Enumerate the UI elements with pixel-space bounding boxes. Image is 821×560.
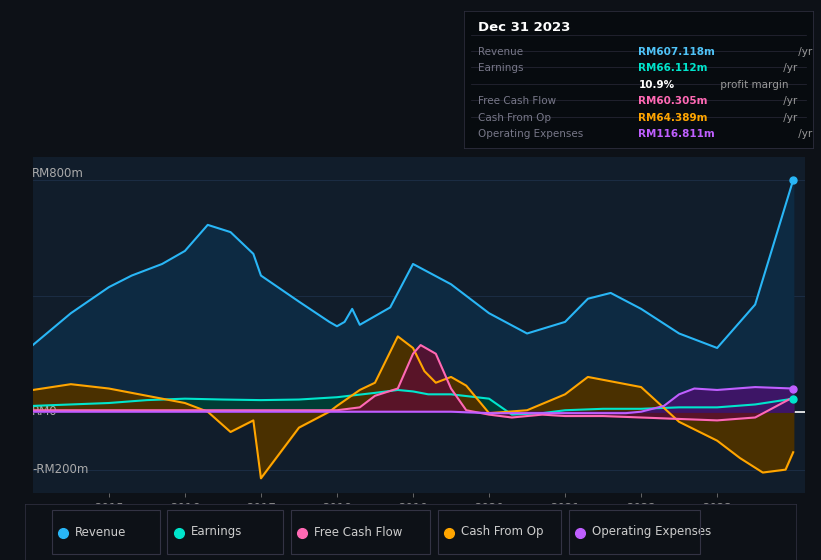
Text: RM66.112m: RM66.112m: [639, 63, 708, 73]
Text: /yr: /yr: [780, 96, 797, 106]
Text: /yr: /yr: [796, 47, 813, 57]
Text: Free Cash Flow: Free Cash Flow: [314, 525, 402, 539]
Text: Free Cash Flow: Free Cash Flow: [478, 96, 556, 106]
Text: RM0: RM0: [32, 405, 57, 418]
Text: -RM200m: -RM200m: [32, 463, 89, 476]
Text: RM116.811m: RM116.811m: [639, 129, 715, 139]
Text: profit margin: profit margin: [717, 80, 788, 90]
Text: Dec 31 2023: Dec 31 2023: [478, 21, 571, 34]
Text: Cash From Op: Cash From Op: [478, 113, 551, 123]
Text: Revenue: Revenue: [75, 525, 126, 539]
Text: /yr: /yr: [796, 129, 813, 139]
Text: Operating Expenses: Operating Expenses: [592, 525, 711, 539]
Text: Operating Expenses: Operating Expenses: [478, 129, 583, 139]
Text: /yr: /yr: [780, 63, 797, 73]
Text: RM607.118m: RM607.118m: [639, 47, 715, 57]
Text: RM800m: RM800m: [32, 167, 84, 180]
Text: 10.9%: 10.9%: [639, 80, 675, 90]
Text: RM60.305m: RM60.305m: [639, 96, 708, 106]
Text: Cash From Op: Cash From Op: [461, 525, 544, 539]
Text: /yr: /yr: [780, 113, 797, 123]
Text: Earnings: Earnings: [478, 63, 523, 73]
Text: RM64.389m: RM64.389m: [639, 113, 708, 123]
Text: Earnings: Earnings: [190, 525, 242, 539]
Text: Revenue: Revenue: [478, 47, 523, 57]
